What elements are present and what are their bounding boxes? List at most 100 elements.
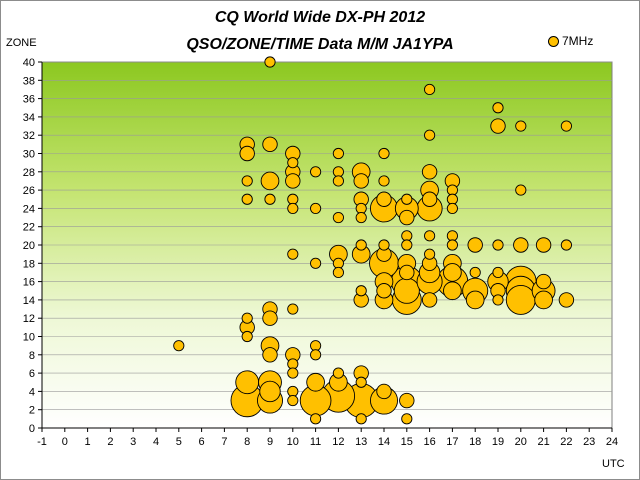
y-tick-label: 12 [23, 313, 35, 325]
data-point [492, 102, 504, 114]
y-tick-label: 2 [29, 405, 35, 417]
data-point [310, 257, 322, 269]
data-point [376, 383, 392, 400]
data-point [332, 367, 344, 379]
data-point [235, 370, 260, 395]
y-tick-label: 18 [23, 258, 35, 270]
data-point [310, 202, 322, 214]
data-point [285, 173, 301, 189]
data-point [399, 392, 415, 409]
data-point [515, 120, 527, 132]
data-point [401, 193, 413, 205]
data-point [355, 285, 367, 297]
data-point [492, 266, 504, 279]
x-tick-label: 23 [583, 436, 595, 448]
data-point [421, 164, 438, 180]
data-point [264, 56, 276, 68]
data-point [560, 120, 572, 132]
data-point [287, 157, 299, 169]
chart-title: CQ World Wide DX-PH 2012 [214, 9, 426, 26]
data-point [241, 312, 253, 324]
data-point [421, 292, 438, 308]
data-point [515, 184, 527, 196]
x-tick-label: 7 [221, 436, 227, 448]
data-point [560, 239, 572, 251]
data-point [355, 413, 367, 425]
data-point [378, 175, 390, 187]
data-point [513, 237, 529, 253]
data-point [287, 394, 299, 407]
data-point [401, 239, 413, 251]
x-tick-label: 17 [446, 436, 458, 448]
x-tick-label: 18 [469, 436, 481, 448]
y-tick-label: 14 [23, 295, 35, 307]
data-point [421, 191, 438, 207]
data-point [262, 347, 278, 363]
data-point [262, 136, 278, 153]
x-tick-label: 6 [199, 436, 205, 448]
data-point [469, 266, 481, 279]
x-tick-label: 20 [515, 436, 527, 448]
x-tick-label: 2 [107, 436, 113, 448]
y-tick-label: 16 [23, 277, 35, 289]
y-axis-label: ZONE [6, 37, 37, 49]
data-point [424, 129, 436, 141]
data-points [173, 56, 575, 425]
data-point [353, 173, 369, 189]
data-point [378, 147, 390, 160]
data-point [310, 166, 322, 178]
x-tick-label: 13 [355, 436, 367, 448]
y-tick-label: 20 [23, 240, 35, 252]
x-tick-label: 21 [537, 436, 549, 448]
data-point [310, 413, 322, 425]
legend: 7MHz [548, 34, 593, 48]
data-point [490, 118, 506, 134]
data-point [535, 237, 552, 253]
data-point [505, 284, 536, 315]
data-point [465, 290, 485, 310]
x-tick-label: 3 [130, 436, 136, 448]
x-tick-label: 9 [267, 436, 273, 448]
x-tick-label: 22 [560, 436, 572, 448]
data-point [241, 330, 253, 343]
data-point [332, 175, 344, 187]
y-tick-label: 32 [23, 130, 35, 142]
data-point [399, 264, 415, 281]
data-point [262, 310, 278, 326]
y-tick-label: 38 [23, 75, 35, 87]
y-tick-label: 28 [23, 167, 35, 179]
y-tick-label: 6 [29, 368, 35, 380]
y-tick-label: 30 [23, 149, 35, 161]
y-tick-label: 4 [29, 386, 35, 398]
data-point [332, 266, 344, 279]
data-point [355, 211, 367, 224]
x-tick-label: 4 [153, 436, 159, 448]
data-point [535, 273, 552, 290]
data-point [399, 209, 415, 226]
data-point [446, 202, 458, 214]
y-tick-label: 22 [23, 222, 35, 234]
x-tick-label: 8 [244, 436, 250, 448]
y-tick-label: 24 [23, 203, 35, 215]
data-point [241, 175, 253, 187]
grid-lines [42, 61, 612, 411]
x-tick-label: 15 [401, 436, 413, 448]
y-tick-label: 36 [23, 94, 35, 106]
x-tick-label: 16 [423, 436, 435, 448]
data-point [287, 202, 299, 214]
legend-swatch [548, 35, 559, 47]
data-point [558, 292, 575, 308]
data-point [241, 193, 253, 205]
data-point [492, 294, 504, 306]
data-point [378, 239, 390, 251]
x-tick-label: 0 [62, 436, 68, 448]
data-point [287, 248, 299, 260]
data-point [376, 191, 392, 207]
x-tick-label: 19 [492, 436, 504, 448]
x-tick-label: 24 [606, 436, 618, 448]
x-axis-label: UTC [602, 458, 625, 470]
data-point [287, 303, 299, 315]
data-point [264, 193, 276, 205]
